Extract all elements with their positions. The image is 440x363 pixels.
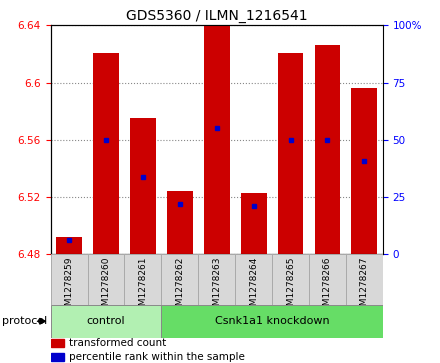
Text: GSM1278259: GSM1278259 [65,257,73,317]
Text: GSM1278260: GSM1278260 [102,257,110,317]
Bar [51,254,88,305]
Text: GSM1278264: GSM1278264 [249,257,258,317]
Bar [88,254,125,305]
Bar [51,353,64,361]
Bar [51,339,64,347]
Bar [161,254,198,305]
Bar [309,254,346,305]
Text: GSM1278262: GSM1278262 [175,257,184,317]
Bar [278,53,304,254]
Text: GSM1278261: GSM1278261 [138,257,147,317]
Bar [204,24,230,254]
Text: GSM1278263: GSM1278263 [212,257,221,317]
Bar [93,53,119,254]
Text: GSM1278267: GSM1278267 [360,257,369,317]
Text: GSM1278265: GSM1278265 [286,257,295,317]
Bar [272,254,309,305]
Text: percentile rank within the sample: percentile rank within the sample [69,352,245,362]
Text: Csnk1a1 knockdown: Csnk1a1 knockdown [215,316,330,326]
Bar [352,88,377,254]
Bar [167,191,193,254]
Bar [56,237,82,254]
Bar [51,305,161,338]
Bar [235,254,272,305]
Text: transformed count: transformed count [69,338,166,348]
Text: GSM1278266: GSM1278266 [323,257,332,317]
Bar [241,193,267,254]
Bar [346,254,383,305]
Bar [125,254,161,305]
Text: control: control [87,316,125,326]
Bar [161,305,383,338]
Bar [130,118,156,254]
Text: protocol: protocol [2,316,48,326]
Title: GDS5360 / ILMN_1216541: GDS5360 / ILMN_1216541 [126,9,308,23]
Bar [315,45,341,254]
Bar [198,254,235,305]
